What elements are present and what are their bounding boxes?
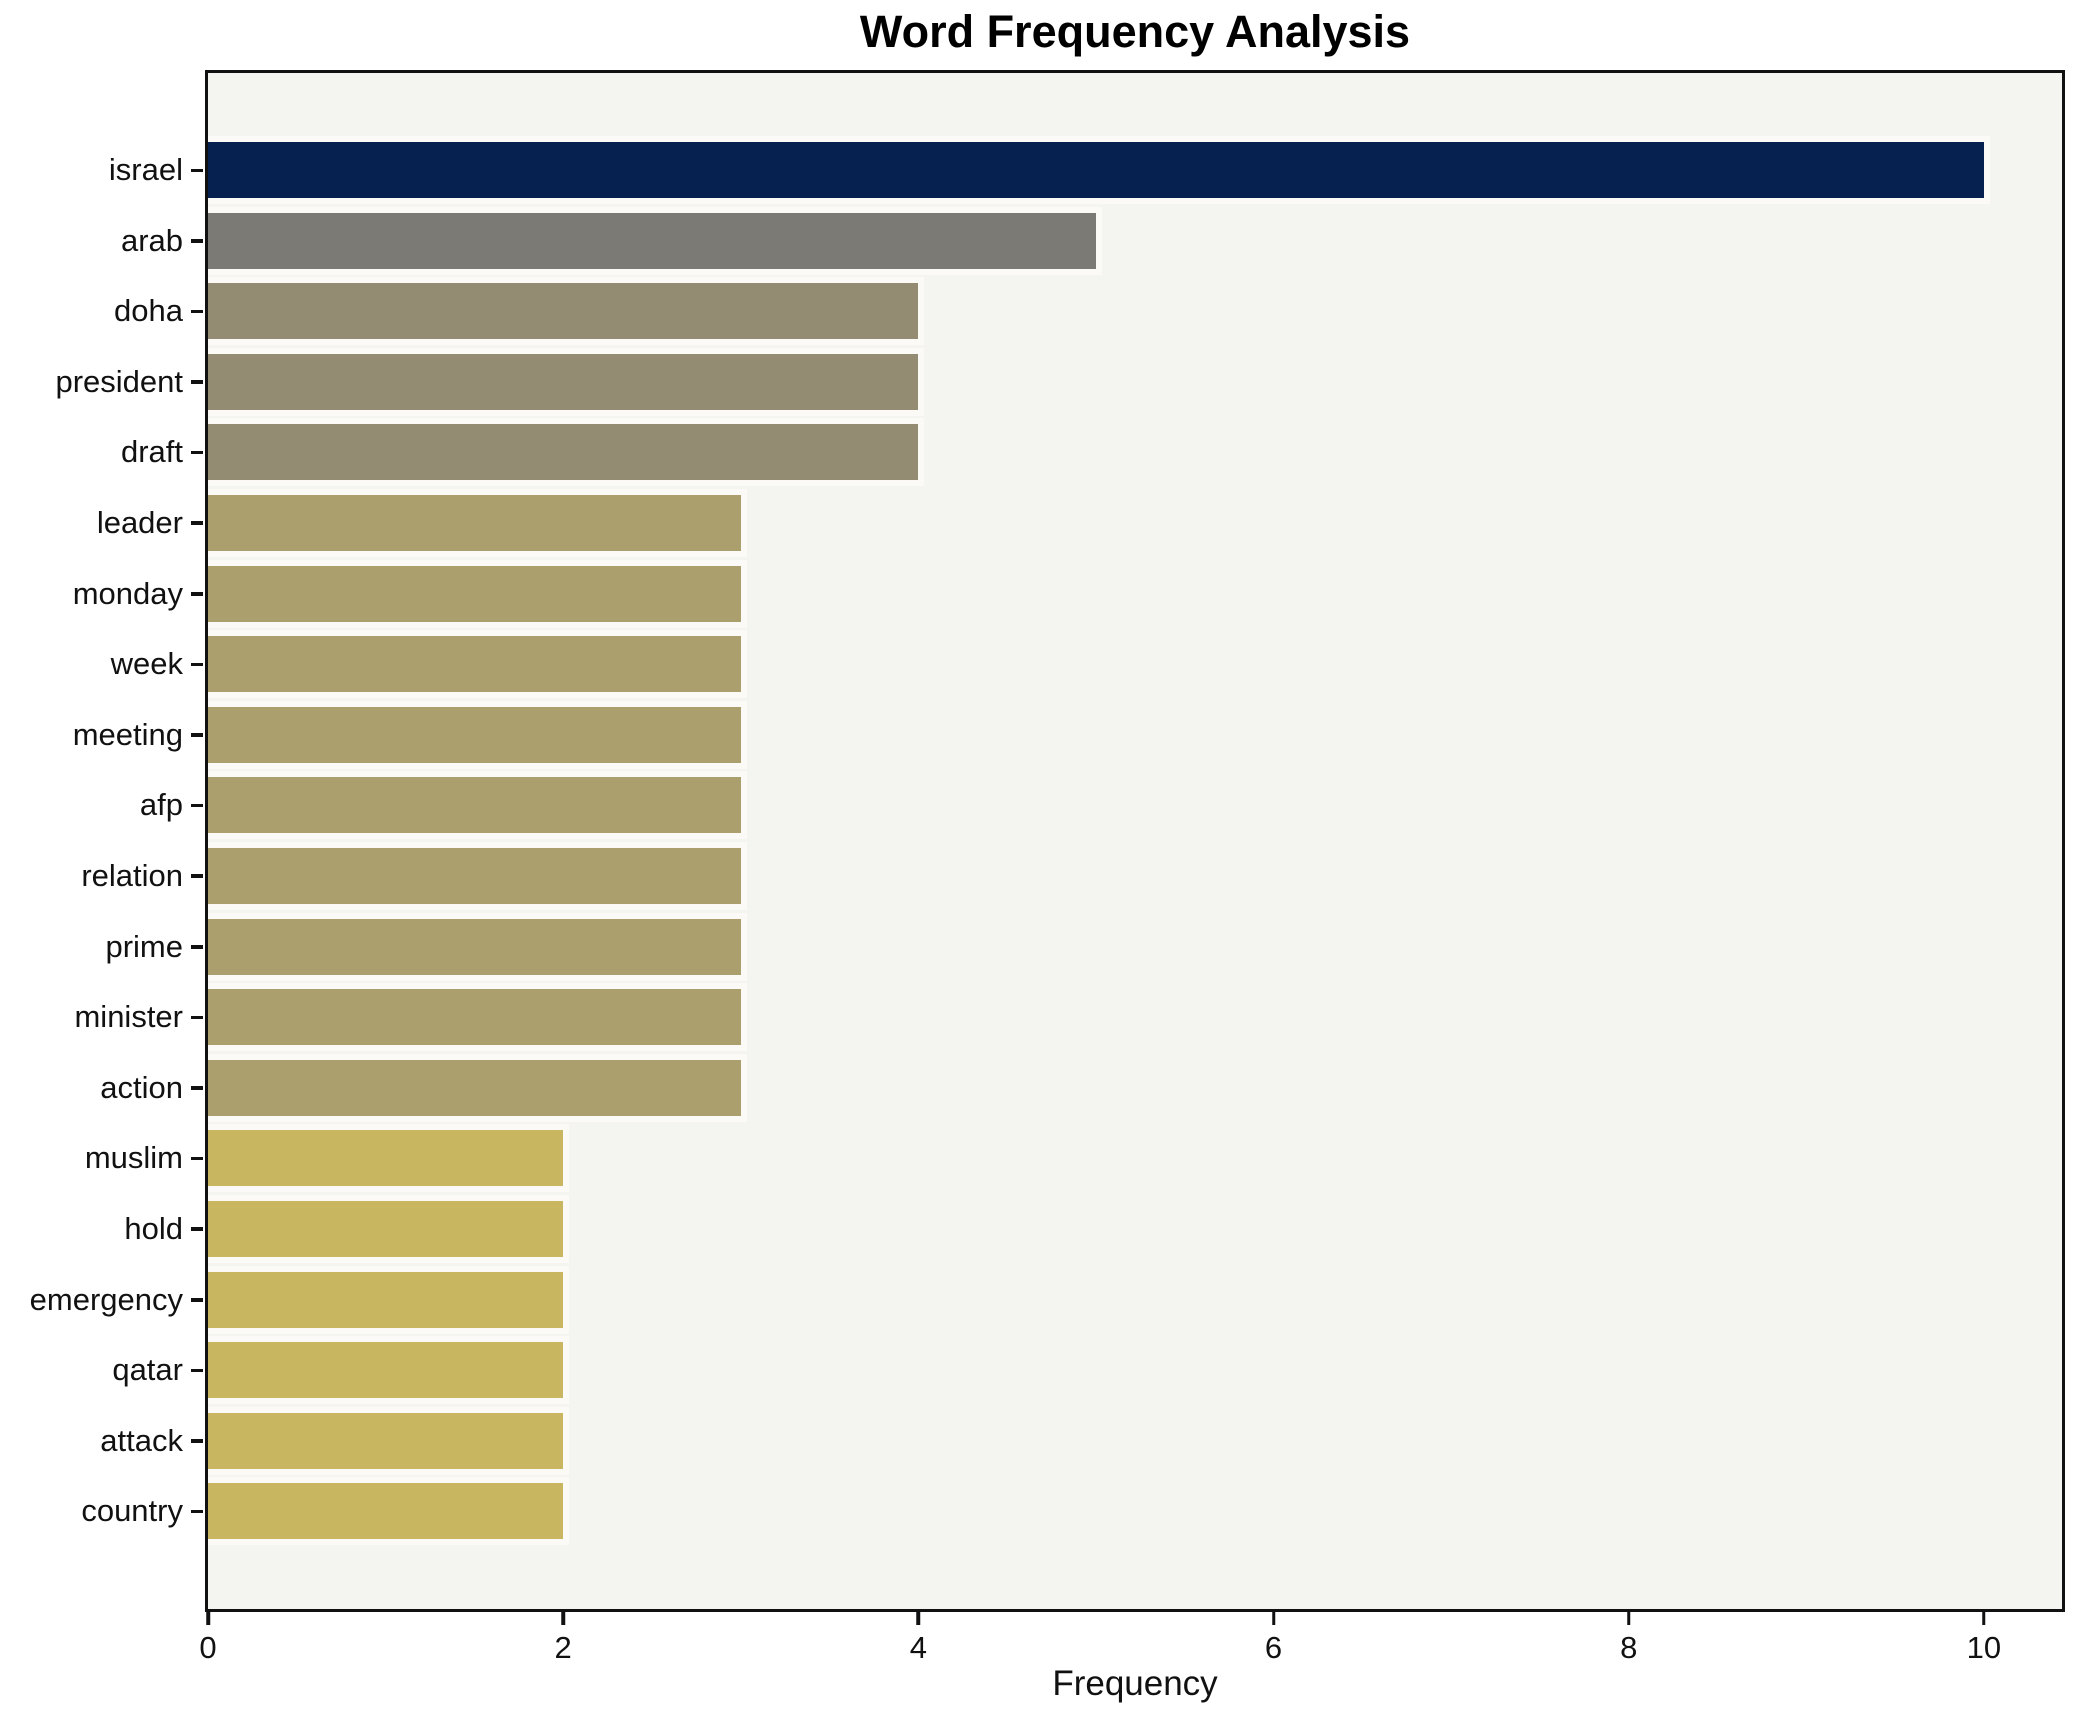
- bar-row: action: [100, 1053, 2062, 1124]
- y-tick: [191, 309, 203, 314]
- bar-row: afp: [140, 770, 2062, 841]
- bar: [208, 283, 919, 340]
- y-tick-label: qatar: [112, 1352, 183, 1388]
- bar: [208, 777, 741, 834]
- y-tick-label: meeting: [72, 716, 183, 752]
- bar-row: draft: [121, 417, 2062, 488]
- y-tick: [191, 592, 203, 596]
- x-tick-label: 4: [909, 1630, 927, 1665]
- bar-row: arab: [121, 206, 2062, 277]
- y-tick-label: leader: [96, 504, 183, 540]
- x-tick: [561, 1612, 565, 1625]
- bar: [208, 212, 1096, 269]
- bar-row: qatar: [112, 1335, 2062, 1406]
- bar-row: minister: [74, 982, 2062, 1053]
- x-tick-label: 10: [1966, 1630, 2002, 1665]
- y-tick: [191, 662, 203, 667]
- y-tick-label: attack: [100, 1422, 183, 1458]
- y-tick: [191, 874, 203, 878]
- bar: [208, 1342, 564, 1399]
- y-tick: [191, 521, 203, 525]
- x-tick-label: 0: [199, 1630, 217, 1665]
- bar: [208, 1271, 564, 1328]
- x-tick-label: 8: [1620, 1630, 1638, 1665]
- bar-row: week: [111, 629, 2062, 700]
- x-tick: [1626, 1612, 1631, 1625]
- bar-row: muslim: [85, 1123, 2062, 1194]
- bar: [208, 1412, 564, 1469]
- y-tick-label: country: [81, 1493, 183, 1529]
- y-tick: [191, 1227, 203, 1231]
- y-tick: [191, 1156, 203, 1161]
- y-tick-label: monday: [72, 575, 183, 611]
- bar: [208, 424, 919, 481]
- bar-row: hold: [124, 1194, 2062, 1265]
- y-tick-label: doha: [114, 293, 183, 329]
- y-tick: [191, 945, 203, 949]
- bar-row: meeting: [73, 700, 2062, 771]
- y-tick: [191, 733, 203, 737]
- y-tick: [191, 168, 203, 172]
- y-tick-label: minister: [74, 999, 183, 1035]
- y-tick: [191, 1086, 203, 1090]
- x-axis-label: Frequency: [1052, 1664, 1218, 1703]
- y-tick-label: afp: [139, 787, 183, 823]
- y-tick: [191, 239, 203, 243]
- plot-area: israel arab doha president draft leader monday…: [30, 70, 2065, 1612]
- bar-rows: israel arab doha president draft leader monday…: [30, 73, 2062, 1609]
- y-tick: [191, 1439, 203, 1443]
- bar-row: israel: [109, 135, 2062, 206]
- bar-row: emergency: [30, 1265, 2062, 1336]
- x-tick: [206, 1612, 210, 1625]
- bar-row: monday: [73, 559, 2062, 630]
- y-tick: [191, 803, 203, 808]
- bar: [208, 353, 919, 410]
- bar-row: leader: [97, 488, 2062, 559]
- bar: [208, 494, 741, 551]
- y-tick-label: israel: [108, 152, 183, 187]
- bar-row: prime: [105, 912, 2062, 983]
- y-tick-label: president: [55, 363, 183, 399]
- x-tick: [916, 1612, 921, 1625]
- y-tick-label: week: [110, 646, 183, 682]
- bar: [208, 142, 1984, 198]
- y-tick-label: prime: [105, 928, 183, 964]
- y-tick-label: action: [100, 1069, 183, 1105]
- y-tick: [191, 380, 203, 384]
- y-tick-label: draft: [120, 434, 183, 470]
- bar: [208, 1200, 564, 1257]
- y-tick-label: arab: [120, 222, 183, 258]
- bar: [208, 989, 741, 1046]
- bar: [208, 706, 741, 763]
- x-tick: [1271, 1612, 1276, 1625]
- x-tick-label: 2: [554, 1630, 572, 1665]
- bar-row: attack: [100, 1406, 2062, 1477]
- bar: [208, 1130, 564, 1187]
- bar-row: president: [55, 347, 2062, 418]
- bar-row: doha: [114, 276, 2062, 347]
- bar-row: relation: [81, 841, 2062, 912]
- bar: [208, 565, 741, 622]
- bar: [208, 1483, 564, 1540]
- x-tick-label: 6: [1264, 1630, 1283, 1665]
- x-axis: 0 2 4 6 8 10: [199, 1612, 2062, 1672]
- y-tick: [191, 1368, 203, 1373]
- y-tick: [191, 1015, 203, 1020]
- y-tick-label: muslim: [84, 1140, 183, 1176]
- y-tick: [191, 1509, 203, 1514]
- y-tick-label: hold: [124, 1210, 183, 1246]
- bar: [208, 1059, 741, 1116]
- bar: [208, 636, 741, 693]
- y-tick-label: relation: [81, 857, 183, 893]
- y-tick-label: emergency: [29, 1281, 183, 1317]
- y-tick: [191, 450, 203, 455]
- x-tick: [1982, 1612, 1986, 1625]
- bar-row: country: [81, 1476, 2062, 1547]
- bar: [208, 847, 741, 904]
- bar: [208, 918, 741, 975]
- chart-title: Word Frequency Analysis: [859, 6, 1411, 57]
- y-tick: [191, 1298, 203, 1302]
